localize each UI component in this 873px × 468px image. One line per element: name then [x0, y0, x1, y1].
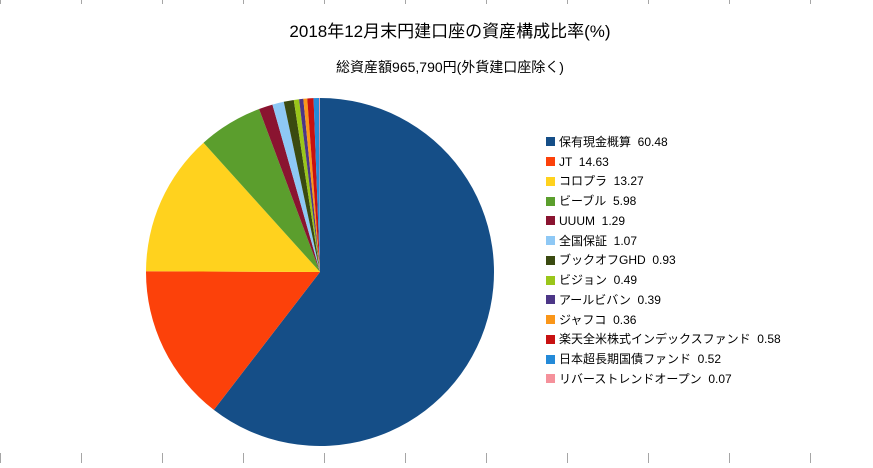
- legend-swatch: [546, 374, 555, 384]
- legend-item[interactable]: 楽天全米株式インデックスファンド 0.58: [546, 330, 781, 350]
- legend-item[interactable]: ジャフコ 0.36: [546, 310, 781, 330]
- gridline-stub: [729, 0, 730, 4]
- pie-slice[interactable]: [203, 109, 320, 272]
- gridline-stub: [162, 453, 163, 463]
- pie-slice[interactable]: [307, 98, 320, 273]
- legend-swatch: [546, 196, 555, 206]
- pie-slice[interactable]: [299, 98, 320, 272]
- legend-label: JT 14.63: [559, 154, 609, 169]
- legend-label: UUUM 1.29: [559, 213, 626, 228]
- pie-slice[interactable]: [272, 101, 320, 272]
- gridline-stub: [486, 453, 487, 463]
- gridline-stub: [810, 0, 811, 4]
- legend-label: リバーストレンドオープン 0.07: [559, 371, 732, 386]
- legend-label: ビジョン 0.49: [559, 273, 638, 288]
- legend-swatch: [546, 137, 555, 147]
- legend-swatch: [546, 176, 555, 186]
- gridline-stub: [729, 453, 730, 463]
- gridline-stub: [324, 453, 325, 463]
- gridline-stub: [0, 0, 1, 4]
- legend-label: ブックオフGHD 0.93: [559, 253, 676, 268]
- legend: 保有現金概算 60.48 JT 14.63 コロプラ 13.27 ビーブル 5.98 U…: [546, 132, 781, 389]
- pie-slice[interactable]: [303, 98, 320, 272]
- gridline-stub: [81, 0, 82, 4]
- pie-slice[interactable]: [283, 99, 320, 273]
- legend-swatch: [546, 334, 555, 344]
- legend-swatch: [546, 157, 555, 167]
- gridline-stub: [405, 453, 406, 463]
- legend-label: 保有現金概算 60.48: [559, 134, 668, 149]
- legend-item[interactable]: UUUM 1.29: [546, 211, 781, 231]
- pie-slice[interactable]: [259, 104, 320, 272]
- gridline-stub: [648, 453, 649, 463]
- gridline-stub: [324, 0, 325, 4]
- legend-label: ジャフコ 0.36: [559, 312, 637, 327]
- legend-swatch: [546, 354, 555, 364]
- legend-item[interactable]: ビジョン 0.49: [546, 270, 781, 290]
- legend-swatch: [546, 255, 555, 265]
- legend-item[interactable]: コロプラ 13.27: [546, 172, 781, 192]
- legend-label: 日本超長期国債ファンド 0.52: [559, 352, 722, 367]
- pie-slice[interactable]: [293, 99, 320, 272]
- legend-item[interactable]: アールビバン 0.39: [546, 290, 781, 310]
- legend-label: 楽天全米株式インデックスファンド 0.58: [559, 332, 781, 347]
- legend-item[interactable]: ビーブル 5.98: [546, 191, 781, 211]
- pie-slice[interactable]: [146, 142, 320, 272]
- legend-item[interactable]: リバーストレンドオープン 0.07: [546, 369, 781, 389]
- legend-item[interactable]: 日本超長期国債ファンド 0.52: [546, 349, 781, 369]
- gridline-stub: [567, 453, 568, 463]
- legend-swatch: [546, 216, 555, 226]
- legend-label: アールビバン 0.39: [559, 292, 661, 307]
- legend-swatch: [546, 275, 555, 285]
- gridline-stub: [486, 0, 487, 4]
- pie-slice[interactable]: [319, 97, 320, 273]
- legend-swatch: [546, 236, 555, 246]
- gridline-stub: [648, 0, 649, 4]
- gridline-stub: [81, 453, 82, 463]
- pie-slice[interactable]: [145, 271, 320, 410]
- gridline-stub: [567, 0, 568, 4]
- gridline-stub: [810, 453, 811, 463]
- legend-item[interactable]: 保有現金概算 60.48: [546, 132, 781, 152]
- gridline-stub: [243, 0, 244, 4]
- legend-label: コロプラ 13.27: [559, 174, 644, 189]
- chart-subtitle: 総資産額965,790円(外貨建口座除く): [336, 59, 564, 75]
- gridline-stub: [243, 453, 244, 463]
- legend-item[interactable]: ブックオフGHD 0.93: [546, 251, 781, 271]
- gridline-stub: [162, 0, 163, 4]
- legend-item[interactable]: 全国保証 1.07: [546, 231, 781, 251]
- legend-swatch: [546, 295, 555, 305]
- chart-title: 2018年12月末円建口座の資産構成比率(%): [289, 22, 611, 41]
- gridline-stub: [405, 0, 406, 4]
- pie-slice[interactable]: [213, 98, 495, 446]
- legend-swatch: [546, 315, 555, 325]
- pie-slice[interactable]: [313, 98, 320, 272]
- legend-label: ビーブル 5.98: [559, 194, 637, 209]
- legend-item[interactable]: JT 14.63: [546, 152, 781, 172]
- gridline-stub: [0, 453, 1, 463]
- legend-label: 全国保証 1.07: [559, 233, 638, 248]
